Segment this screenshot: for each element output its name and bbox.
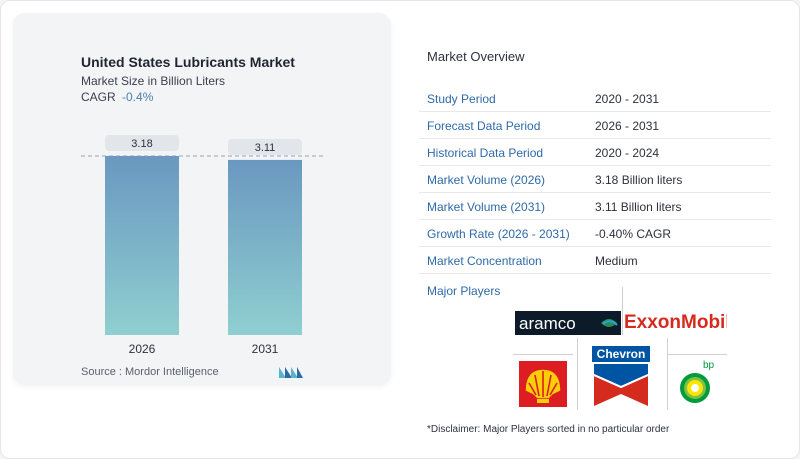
- exxonmobil-logo-text: ExxonMobil: [624, 312, 727, 333]
- overview-value: Medium: [595, 254, 638, 268]
- x-axis-tick-label: 2031: [252, 342, 279, 356]
- overview-label: Market Volume (2026): [427, 173, 546, 187]
- overview-label: Study Period: [427, 92, 496, 106]
- overview-value: -0.40% CAGR: [595, 227, 672, 241]
- overview-value: 2020 - 2024: [595, 146, 660, 160]
- chart-title: United States Lubricants Market: [81, 54, 295, 70]
- overview-row: Market Volume (2031) 3.11 Billion liters: [419, 193, 771, 220]
- logo-divider: [667, 338, 668, 410]
- overview-row: Market Volume (2026) 3.18 Billion liters: [419, 166, 771, 193]
- exxonmobil-logo: ExxonMobil: [624, 312, 727, 333]
- chart-card: [13, 13, 391, 385]
- overview-row: Historical Data Period 2020 - 2024: [419, 139, 771, 166]
- aramco-logo: aramco: [515, 311, 621, 335]
- logo-divider: [622, 287, 623, 335]
- chart-subtitle: Market Size in Billion Liters: [81, 74, 226, 88]
- overview-label: Historical Data Period: [427, 146, 544, 160]
- overview-label: Market Volume (2031): [427, 200, 546, 214]
- logo-divider: [667, 354, 727, 355]
- source-text: Source : Mordor Intelligence: [81, 366, 219, 378]
- bp-logo-text: bp: [703, 360, 715, 371]
- bp-logo: bp: [680, 360, 715, 403]
- overview-value: 3.18 Billion liters: [595, 173, 683, 187]
- bar-2031: [228, 159, 302, 335]
- chevron-logo: Chevron: [590, 344, 652, 408]
- bar-value-label: 3.11: [255, 142, 276, 154]
- overview-label: Growth Rate (2026 - 2031): [427, 227, 570, 241]
- overview-label: Forecast Data Period: [427, 119, 541, 133]
- logo-divider: [577, 338, 578, 410]
- overview-label: Market Concentration: [427, 254, 542, 268]
- logo-divider: [513, 354, 573, 355]
- cagr-value: -0.4%: [122, 90, 154, 104]
- overview-value: 3.11 Billion liters: [595, 200, 682, 214]
- overview-title: Market Overview: [427, 49, 525, 64]
- overview-row: Growth Rate (2026 - 2031) -0.40% CAGR: [419, 220, 771, 247]
- overview-value: 2020 - 2031: [595, 92, 660, 106]
- shell-logo: [519, 361, 567, 407]
- bar-2026: [105, 155, 179, 335]
- bar-value-label-bg: [228, 138, 302, 155]
- major-players-title: Major Players: [427, 284, 501, 298]
- overview-value: 2026 - 2031: [595, 119, 660, 133]
- disclaimer-text: *Disclaimer: Major Players sorted in no …: [427, 424, 670, 435]
- overview-row: Market Concentration Medium: [419, 247, 771, 274]
- cagr-line: CAGR -0.4%: [81, 90, 153, 104]
- bar-value-label: 3.18: [131, 138, 152, 150]
- x-axis-tick-label: 2026: [129, 342, 156, 356]
- bar-chart: 3.18 2026 3.11 2031: [81, 134, 323, 356]
- cagr-label: CAGR: [81, 90, 116, 104]
- bar-value-label-bg: [105, 134, 179, 151]
- aramco-logo-text: aramco: [519, 314, 576, 333]
- overview-row: Study Period 2020 - 2031: [419, 85, 771, 112]
- mordor-intelligence-logo-icon: [279, 367, 303, 378]
- overview-row: Forecast Data Period 2026 - 2031: [419, 112, 771, 139]
- chevron-logo-text: Chevron: [597, 347, 646, 361]
